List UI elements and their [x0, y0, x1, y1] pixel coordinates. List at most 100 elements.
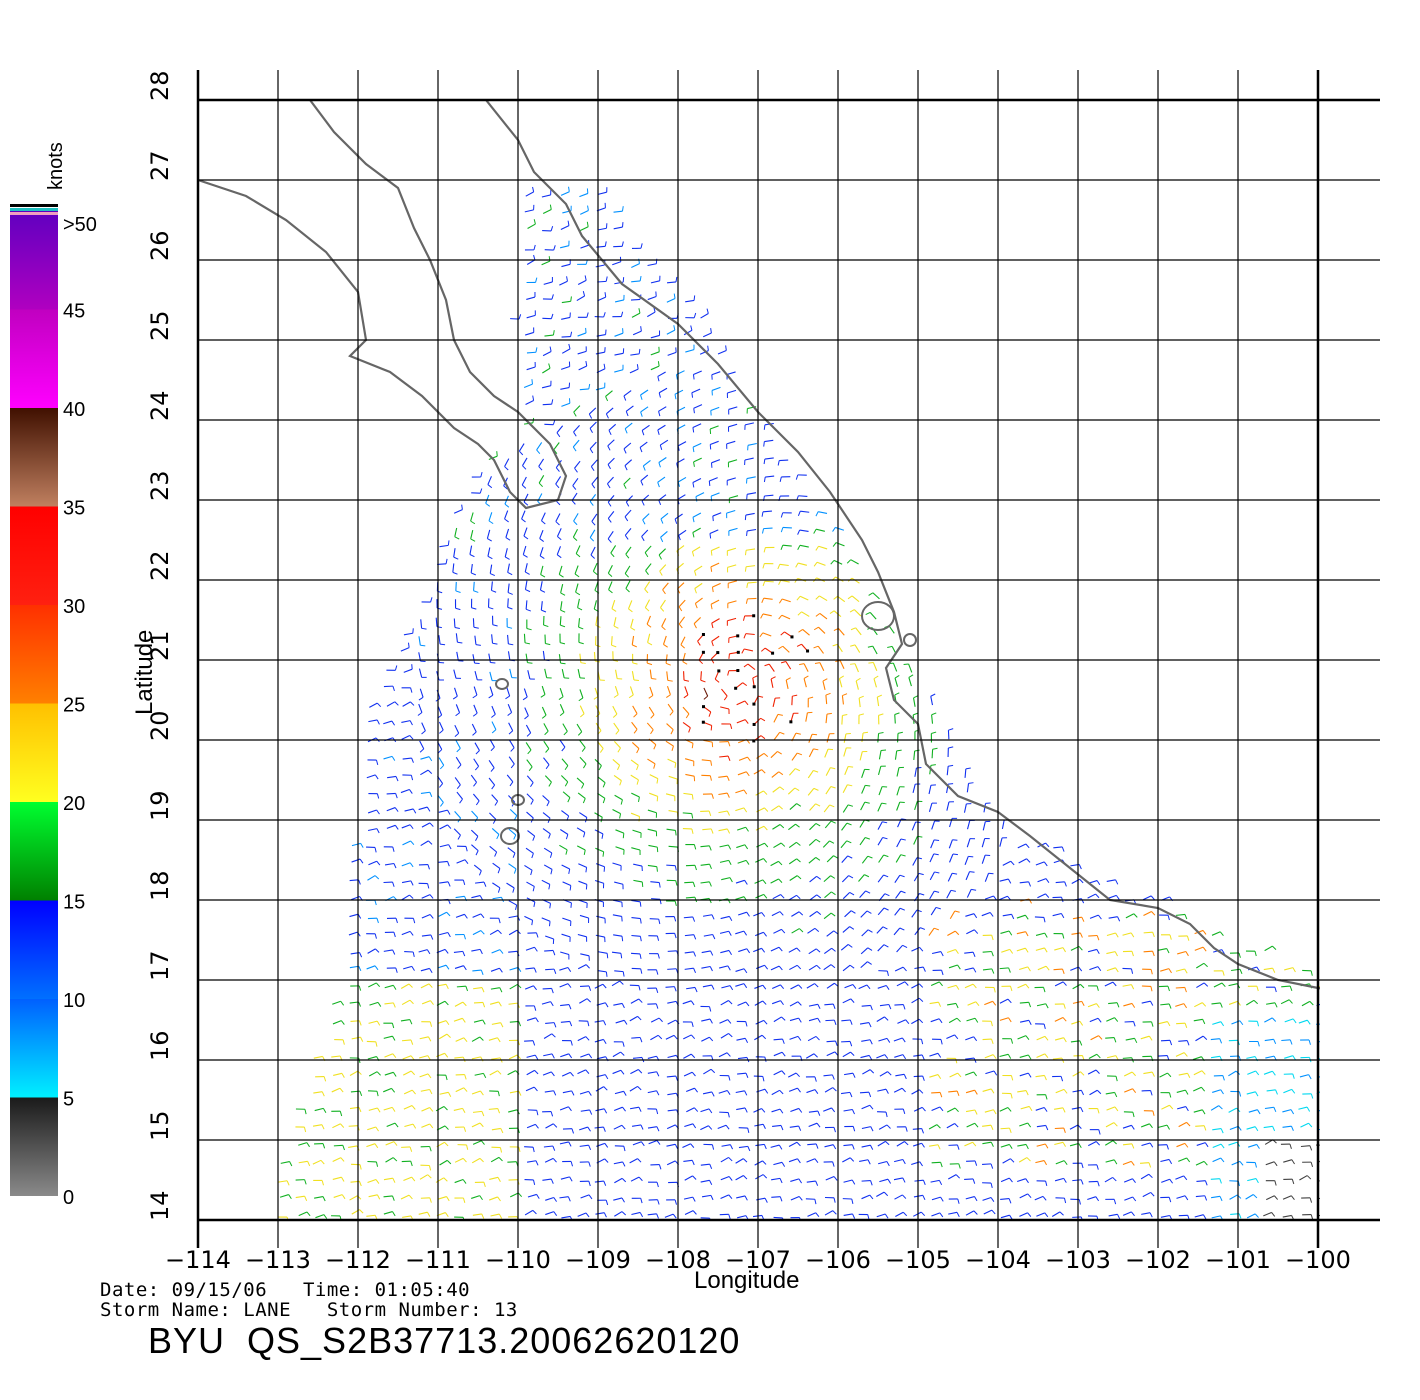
wind-barb — [1132, 1178, 1136, 1183]
wind-barb — [683, 679, 690, 682]
wind-barb — [993, 1109, 997, 1115]
wind-barb — [1078, 946, 1083, 951]
wind-vector — [571, 492, 578, 501]
wind-vector — [873, 678, 877, 688]
wind-vector — [680, 636, 686, 645]
wind-barb — [690, 325, 693, 331]
wind-vector — [1072, 983, 1081, 990]
wind-barb — [973, 1071, 977, 1077]
wind-barb — [855, 677, 861, 682]
wind-vector — [850, 559, 859, 565]
wind-barb — [760, 735, 766, 740]
wind-vector — [930, 907, 937, 916]
wind-vector — [1193, 1018, 1203, 1022]
wind-vector — [719, 965, 729, 969]
wind-barb — [621, 936, 624, 942]
wind-vector — [383, 1106, 393, 1111]
wind-vector — [1000, 1143, 1010, 1148]
wind-barb — [656, 935, 660, 941]
wind-barb — [503, 485, 508, 490]
wind-barb — [454, 626, 460, 629]
wind-barb — [359, 858, 364, 864]
wind-barb — [1096, 880, 1101, 886]
wind-vector — [665, 1034, 675, 1040]
wind-vector — [822, 680, 826, 690]
wind-barb — [376, 1071, 381, 1076]
wind-barb — [938, 1018, 943, 1024]
wind-vector — [683, 1034, 692, 1040]
wind-vector — [981, 911, 991, 917]
wind-barb — [621, 1003, 625, 1009]
wind-barb — [882, 821, 888, 824]
wind-barb — [662, 589, 666, 595]
wind-barb — [692, 1210, 697, 1215]
wind-barb — [648, 695, 654, 699]
wind-barb — [832, 1210, 837, 1215]
wind-barb — [582, 291, 586, 297]
wind-barb — [709, 864, 712, 870]
wind-vector — [575, 583, 579, 593]
wind-barb — [588, 1161, 591, 1167]
wind-barb — [471, 607, 477, 610]
wind-vector — [894, 1054, 904, 1058]
wind-barb — [711, 1144, 715, 1150]
wind-vector — [613, 1161, 623, 1165]
wind-vector — [946, 1123, 955, 1129]
wind-vector — [438, 757, 445, 766]
wind-vector — [1055, 881, 1065, 884]
wind-barb — [952, 872, 958, 875]
wind-barb — [622, 1106, 626, 1112]
wind-vector — [666, 723, 674, 731]
wind-barb — [728, 950, 732, 956]
wind-barb — [531, 379, 533, 385]
wind-vector — [755, 825, 765, 831]
wind-barb — [710, 828, 714, 834]
wind-barb — [674, 865, 677, 871]
wind-vector — [876, 1191, 885, 1198]
wind-barb — [796, 841, 801, 846]
wind-barb — [1112, 1140, 1117, 1145]
wind-vector — [711, 635, 720, 642]
wind-vector — [693, 617, 702, 625]
wind-barb — [867, 1214, 870, 1220]
wind-barb — [641, 536, 645, 542]
wind-barb — [374, 933, 377, 939]
wind-barb — [693, 951, 697, 957]
wind-vector — [1089, 1017, 1099, 1023]
wind-vector — [684, 1210, 694, 1216]
wind-barb — [457, 834, 461, 840]
wind-barb — [453, 556, 459, 560]
wind-barb — [454, 732, 460, 737]
wind-vector — [1142, 1191, 1152, 1198]
wind-vector — [1282, 1195, 1292, 1200]
wind-barb — [1009, 986, 1013, 992]
wind-barb — [777, 460, 780, 466]
wind-barb — [796, 643, 802, 647]
wind-barb — [1131, 1003, 1136, 1008]
wind-barb — [940, 1196, 944, 1202]
wind-vector — [522, 545, 527, 555]
wind-vector — [491, 828, 500, 835]
wind-barb — [830, 560, 835, 565]
wind-barb — [815, 545, 819, 551]
wind-vector — [683, 1071, 693, 1077]
wind-vector — [402, 840, 411, 846]
wind-barb — [990, 1182, 993, 1189]
wind-barb — [990, 1125, 994, 1131]
wind-barb — [645, 607, 650, 612]
wind-barb — [777, 751, 782, 755]
wind-vector — [641, 529, 649, 537]
wind-vector — [746, 565, 756, 568]
wind-vector — [843, 1213, 853, 1216]
wind-vector — [561, 402, 571, 407]
wind-vector — [611, 951, 622, 954]
wind-barb — [411, 1089, 416, 1095]
latitude-tick-label: 21 — [146, 630, 174, 661]
wind-barb — [710, 950, 714, 956]
wind-vector — [453, 618, 456, 628]
wind-barb — [1045, 893, 1050, 898]
wind-barb — [973, 913, 978, 919]
wind-vector — [474, 635, 477, 645]
wind-vector — [666, 297, 676, 303]
wind-barb — [1115, 1055, 1119, 1061]
